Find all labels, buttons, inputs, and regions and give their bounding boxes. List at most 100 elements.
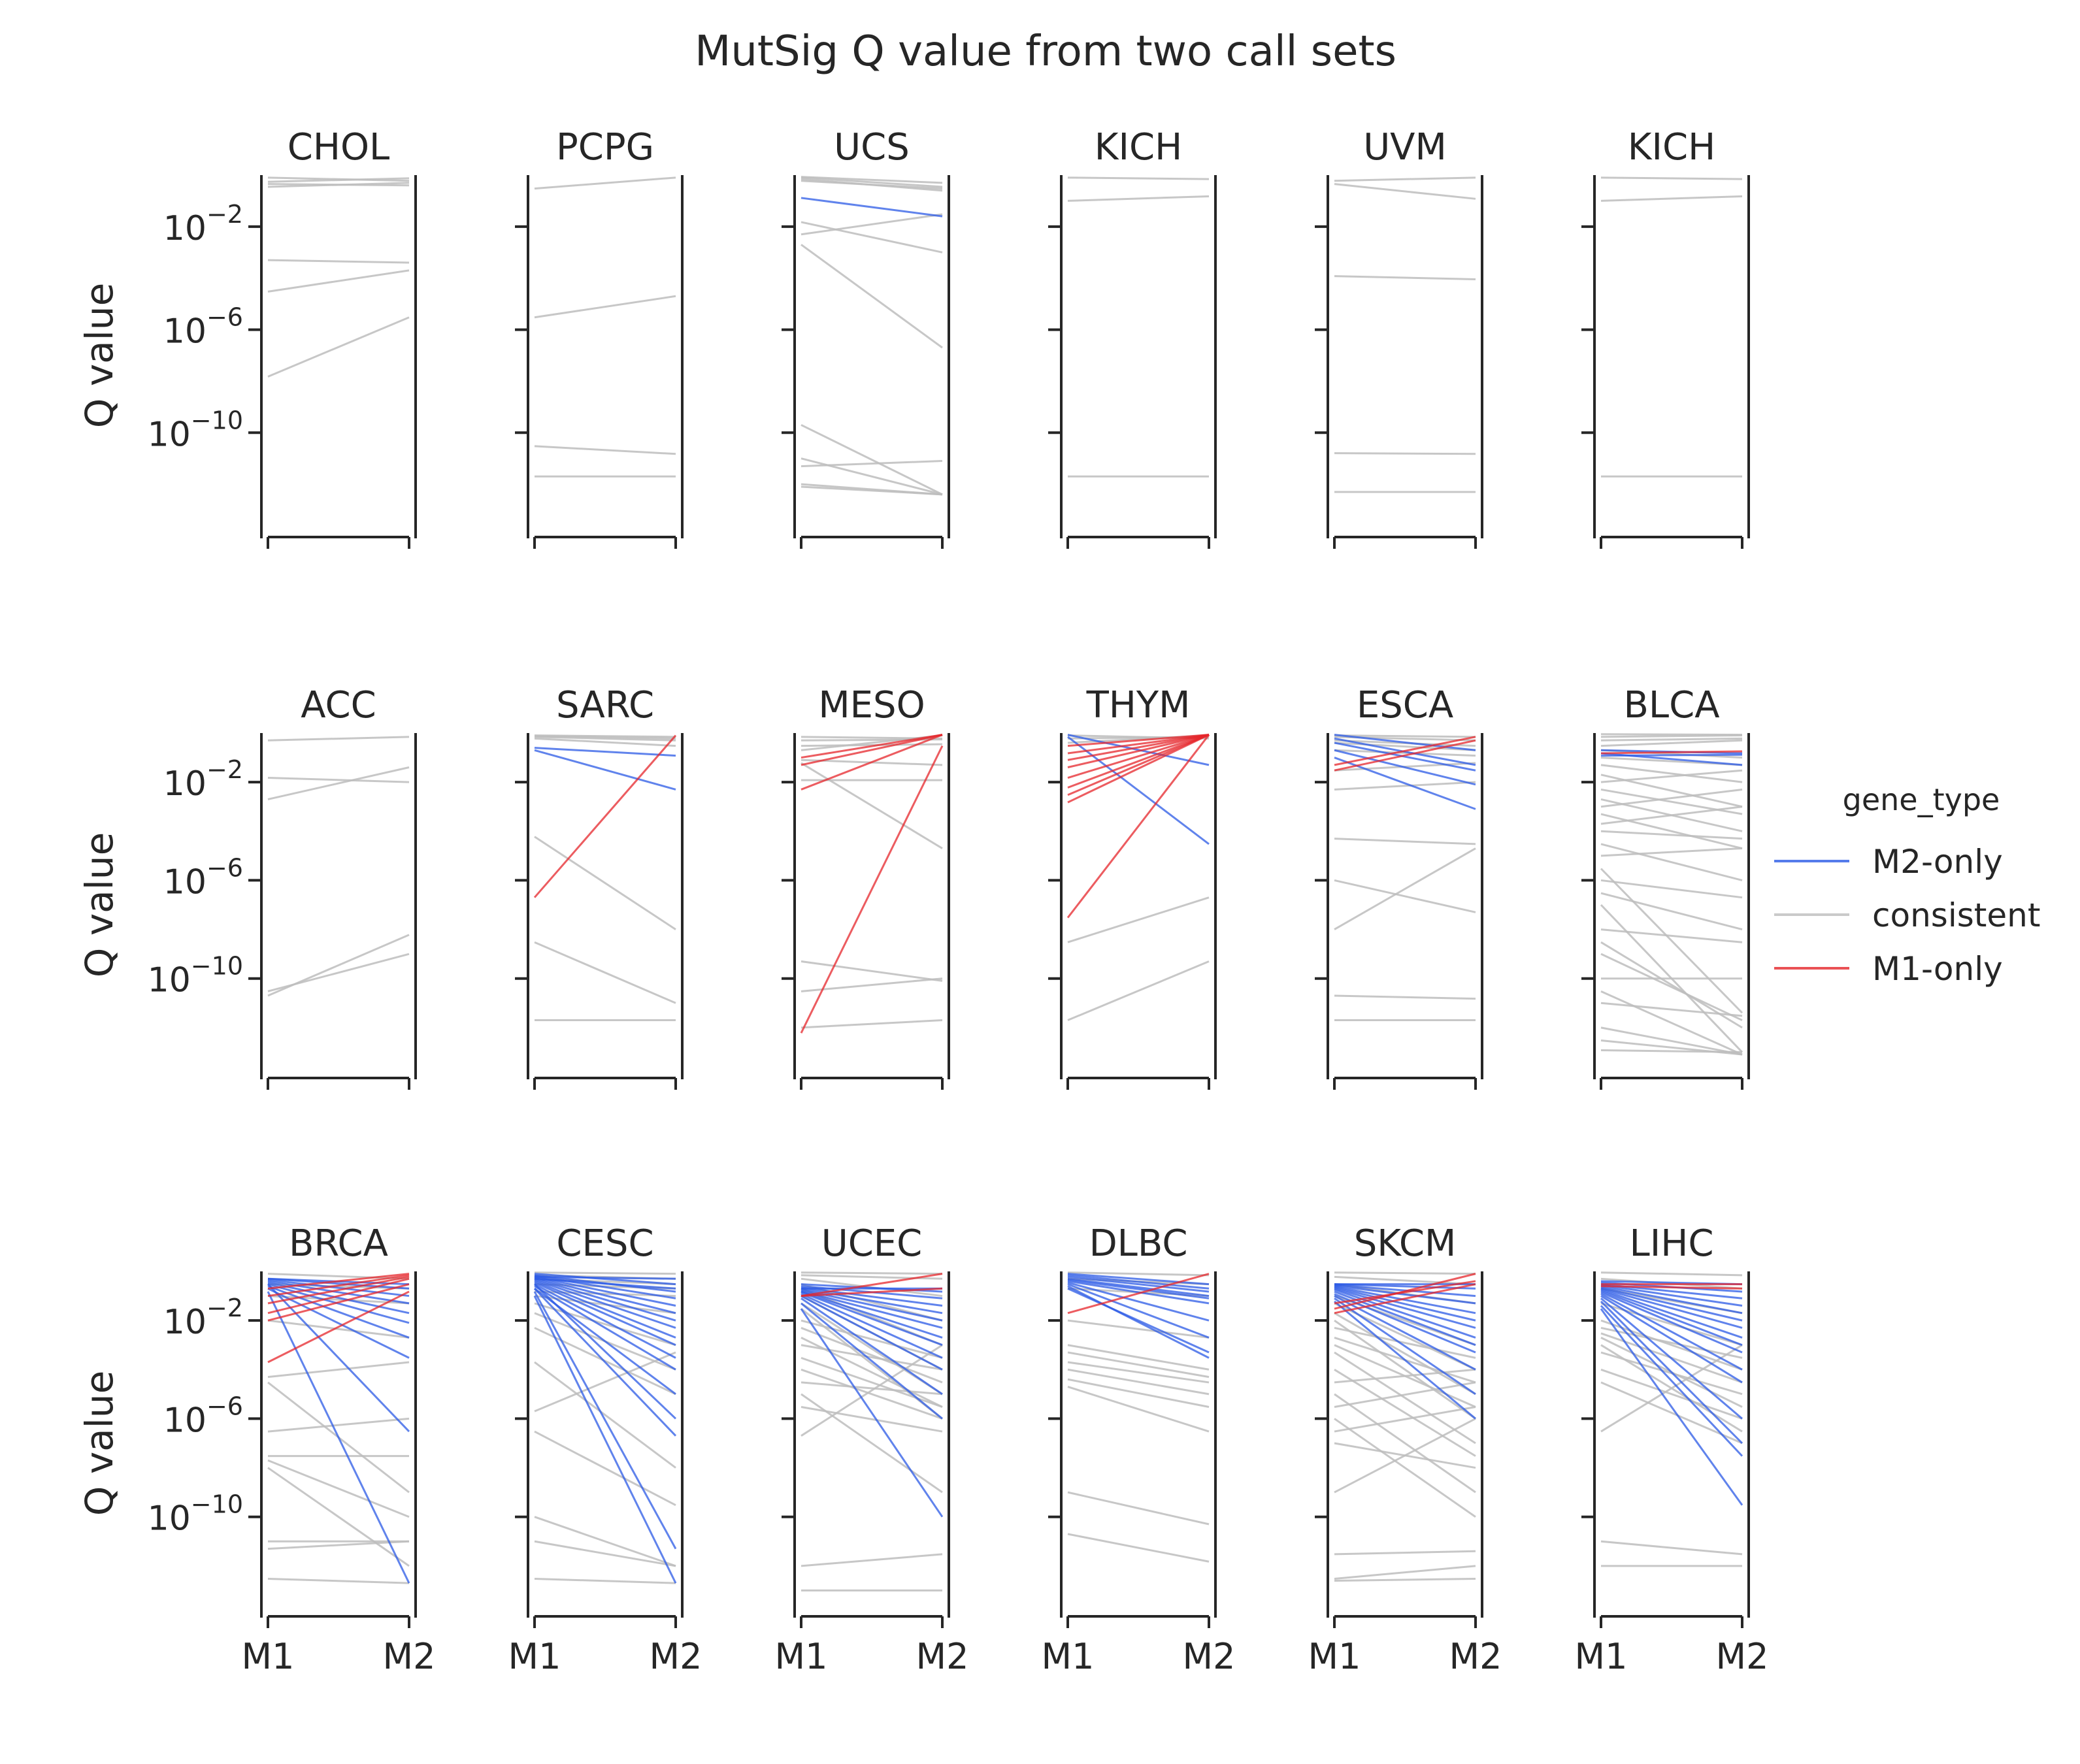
gene-line [1334, 742, 1476, 751]
gene-line [1600, 1049, 1743, 1053]
panel-title: BLCA [1623, 684, 1719, 727]
gene-line [1067, 734, 1210, 747]
gene-line [267, 1280, 410, 1305]
gene-line [801, 176, 943, 184]
panel-lines [1334, 176, 1476, 493]
y-tick-exponent: −6 [206, 303, 243, 332]
panel-title: DLBC [1089, 1222, 1188, 1265]
gene-line [801, 176, 943, 188]
gene-line [1600, 1368, 1743, 1420]
x-tick-label: M2 [650, 1636, 702, 1677]
gene-line [267, 1287, 410, 1359]
gene-line [1067, 734, 1210, 768]
gene-line [1600, 847, 1743, 857]
gene-line [533, 1283, 677, 1420]
gene-line [267, 177, 410, 183]
panel-lines [534, 176, 676, 478]
gene-line [267, 1283, 410, 1433]
gene-line [534, 836, 676, 930]
gene-line [1334, 734, 1476, 751]
gene-line [1600, 1319, 1743, 1371]
gene-line [1600, 176, 1743, 180]
gene-line [1334, 1283, 1476, 1315]
y-tick-label: 10−2 [163, 755, 243, 804]
y-tick-base: 10 [148, 1499, 191, 1539]
gene-line [801, 1286, 943, 1307]
gene-line [1067, 1277, 1210, 1298]
gene-line [1067, 734, 1210, 766]
panel-lines [1600, 733, 1743, 1056]
gene-line [1334, 736, 1476, 766]
gene-line [801, 734, 943, 759]
panel-skcm: SKCM M1 M2 [1308, 1222, 1502, 1677]
gene-line [534, 1275, 676, 1307]
gene-line [534, 1277, 676, 1290]
gene-line [1334, 742, 1476, 772]
panel-lines [800, 734, 944, 1034]
gene-line [801, 1302, 943, 1420]
gene-line [1067, 1287, 1210, 1354]
gene-line [1600, 1308, 1743, 1506]
gene-line [1067, 1283, 1210, 1339]
gene-line [1600, 195, 1743, 202]
x-tick-label: M2 [1716, 1636, 1769, 1677]
gene-line [801, 1393, 943, 1494]
x-tick-label: M1 [1575, 1636, 1628, 1677]
x-tick-label: M1 [242, 1636, 295, 1677]
gene-line [801, 1297, 943, 1396]
gene-line [1067, 896, 1210, 943]
gene-line [1334, 994, 1476, 1000]
legend-items: M2-only consistent M1-only [1774, 843, 2040, 988]
gene-line [1334, 879, 1476, 913]
gene-line [534, 1578, 676, 1584]
gene-line [1600, 750, 1743, 755]
gene-line [267, 1361, 410, 1379]
gene-line [534, 1271, 676, 1275]
gene-line [1600, 868, 1743, 1014]
gene-line [1600, 879, 1743, 899]
gene-line [534, 1275, 676, 1280]
gene-line [1600, 733, 1743, 736]
panel-lines [800, 1271, 944, 1592]
gene-line [1600, 764, 1743, 783]
panel-title: LIHC [1630, 1222, 1714, 1265]
gene-line [267, 1295, 410, 1305]
gene-line [533, 1295, 677, 1584]
gene-line [801, 960, 943, 982]
gene-line [1600, 1293, 1743, 1371]
gene-line [1600, 1326, 1743, 1359]
gene-line [1067, 1386, 1210, 1433]
gene-line [1600, 1295, 1743, 1384]
gene-line [1334, 1297, 1476, 1396]
panel-lines [1334, 1271, 1476, 1582]
gene-line [534, 736, 676, 742]
panel-lines [533, 1271, 677, 1584]
gene-line [801, 197, 943, 218]
gene-line [1334, 1312, 1476, 1396]
gene-line [534, 749, 676, 791]
panel-lines [1334, 734, 1476, 1022]
y-axis-label: Q value [77, 1371, 122, 1516]
gene-line [1600, 1300, 1743, 1445]
panel-lines [1066, 734, 1210, 1021]
gene-line [1067, 1368, 1210, 1396]
gene-line [1600, 1286, 1743, 1322]
gene-line [801, 180, 943, 190]
gene-line [1067, 1361, 1210, 1384]
gene-line [267, 1319, 410, 1339]
y-tick-exponent: −10 [191, 406, 243, 434]
gene-line [1067, 1285, 1210, 1359]
gene-line [1067, 734, 1210, 804]
gene-line [534, 1351, 676, 1413]
x-tick-label: M1 [775, 1636, 828, 1677]
gene-line [1334, 838, 1476, 845]
panel-kich: KICH [1581, 126, 1750, 549]
gene-line [1600, 1344, 1743, 1433]
gene-line [1334, 1565, 1476, 1580]
y-tick-exponent: −10 [191, 952, 243, 981]
panel-title: THYM [1086, 684, 1191, 727]
